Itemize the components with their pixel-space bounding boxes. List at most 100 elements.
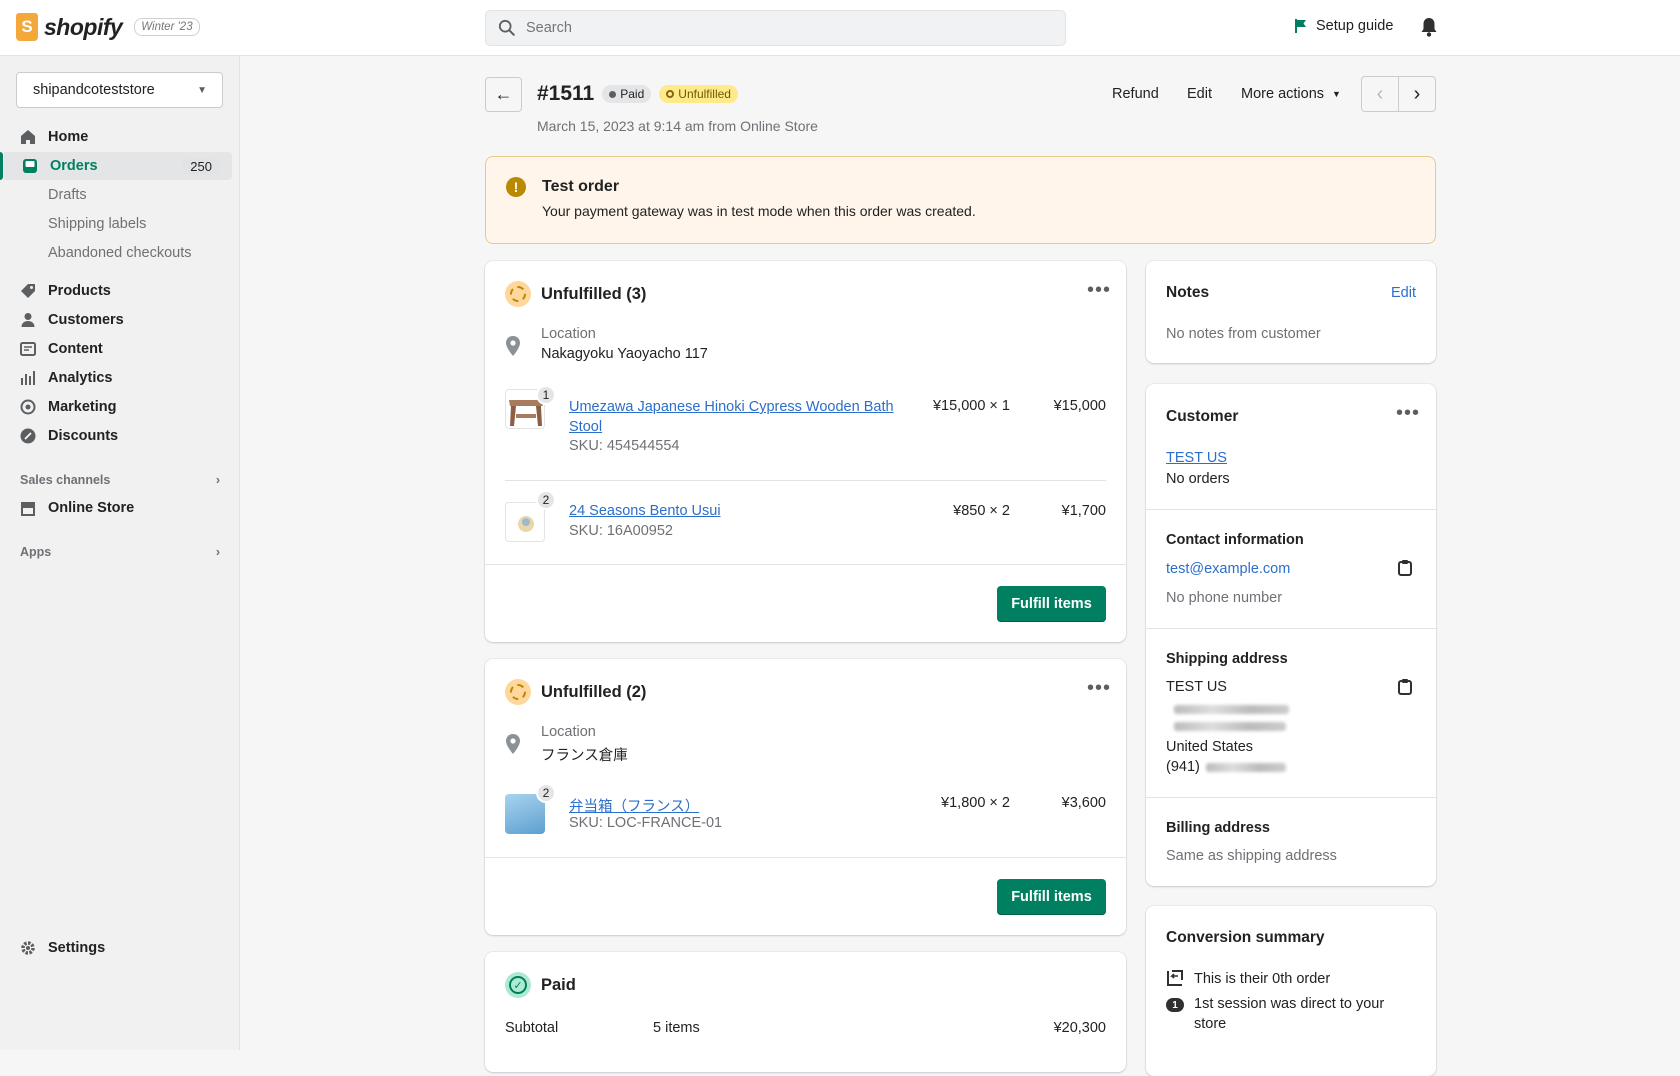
sidebar-item-shipping-labels[interactable]: Shipping labels (0, 210, 232, 238)
line-total: ¥15,000 (1053, 398, 1106, 414)
location-pin-icon (506, 336, 520, 356)
unit-price: ¥1,800 × 2 (941, 795, 1010, 811)
product-link[interactable]: 弁当箱（フランス） (569, 799, 700, 815)
sidebar-item-label: Analytics (48, 370, 113, 386)
product-link[interactable]: 24 Seasons Bento Usui (569, 503, 721, 519)
divider (1146, 628, 1436, 629)
sidebar-item-abandoned-checkouts[interactable]: Abandoned checkouts (0, 239, 232, 267)
copy-address-icon[interactable] (1398, 678, 1412, 699)
sidebar-item-label: Home (48, 129, 89, 145)
section-label: Sales channels (20, 473, 111, 487)
product-sku: SKU: LOC-FRANCE-01 (569, 815, 723, 831)
sidebar-item-content[interactable]: Content (0, 335, 232, 363)
conversion-line: This is their 0th order (1194, 971, 1331, 987)
location-value: フランス倉庫 (541, 748, 628, 764)
edit-button[interactable]: Edit (1187, 86, 1212, 102)
section-title: Shipping address (1166, 651, 1288, 667)
setup-guide-button[interactable]: Setup guide (1293, 18, 1393, 34)
store-name: shipandcoteststore (33, 82, 155, 98)
subtotal-value: ¥20,300 (1053, 1020, 1106, 1036)
copy-email-icon[interactable] (1398, 559, 1412, 580)
section-title: Contact information (1166, 532, 1304, 548)
previous-order-button[interactable]: ‹ (1362, 77, 1399, 111)
notifications-bell-icon[interactable] (1420, 16, 1438, 42)
sidebar-item-settings[interactable]: Settings (0, 934, 232, 962)
sidebar-item-products[interactable]: Products (0, 277, 232, 305)
shopify-logo[interactable]: S shopify Winter '23 (16, 13, 200, 41)
customer-phone: No phone number (1166, 590, 1283, 606)
more-options-icon[interactable]: ••• (1087, 279, 1112, 301)
brand-wordmark: shopify (44, 13, 123, 40)
product-thumbnail[interactable] (505, 794, 545, 834)
shipping-phone: (941) (1166, 759, 1286, 775)
divider (485, 564, 1126, 565)
unit-price: ¥15,000 × 1 (932, 398, 1010, 414)
flag-icon (1295, 19, 1306, 33)
store-selector[interactable]: shipandcoteststore ▼ (16, 72, 223, 108)
section-title: Billing address (1166, 820, 1270, 836)
shipping-name: TEST US (1166, 679, 1227, 695)
product-thumbnail[interactable] (505, 502, 545, 542)
sidebar-item-orders[interactable]: Orders 250 (4, 152, 232, 180)
fulfill-items-button[interactable]: Fulfill items (997, 879, 1106, 915)
sales-channels-header[interactable]: Sales channels › (20, 473, 220, 487)
apps-header[interactable]: Apps › (20, 545, 220, 559)
subtotal-label: Subtotal (505, 1020, 559, 1036)
more-actions-button[interactable]: More actions ▼ (1241, 86, 1341, 102)
unfulfilled-icon (505, 679, 531, 705)
top-bar: S shopify Winter '23 Setup guide (0, 0, 1680, 56)
content-icon (20, 341, 36, 357)
banner-text: Your payment gateway was in test mode wh… (542, 203, 976, 219)
more-actions-label: More actions (1241, 86, 1325, 102)
shipping-country: United States (1166, 739, 1254, 755)
discount-icon (20, 428, 36, 444)
sidebar-item-drafts[interactable]: Drafts (0, 181, 232, 209)
sidebar-item-marketing[interactable]: Marketing (0, 393, 232, 421)
fulfill-items-button[interactable]: Fulfill items (997, 586, 1106, 622)
payment-card: ✓ Paid Subtotal 5 items ¥20,300 (485, 952, 1126, 1072)
caret-down-icon: ▼ (1332, 89, 1341, 99)
tag-icon (20, 283, 36, 299)
sidebar-item-label: Orders (50, 158, 98, 174)
sidebar-item-analytics[interactable]: Analytics (0, 364, 232, 392)
chevron-right-icon: › (215, 473, 220, 487)
refund-button[interactable]: Refund (1112, 86, 1159, 102)
sidebar-item-customers[interactable]: Customers (0, 306, 232, 334)
search-icon (498, 19, 515, 36)
product-sku: SKU: 454544554 (569, 438, 680, 454)
customer-card: Customer ••• TEST US No orders Contact i… (1146, 384, 1436, 886)
unfulfilled-icon (505, 281, 531, 307)
search-bar[interactable] (485, 10, 1066, 46)
line-total: ¥3,600 (1061, 795, 1106, 811)
sidebar-item-label: Online Store (48, 500, 135, 516)
home-icon (20, 129, 36, 145)
bar-chart-icon (20, 370, 36, 386)
product-link[interactable]: Umezawa Japanese Hinoki Cypress Wooden B… (569, 399, 894, 435)
back-button[interactable]: ← (485, 77, 522, 112)
conversion-line: 1st session was direct to your store (1194, 996, 1385, 1032)
sidebar-item-discounts[interactable]: Discounts (0, 422, 232, 450)
order-pagination: ‹ › (1361, 76, 1436, 112)
active-indicator (0, 152, 3, 180)
sidebar-item-home[interactable]: Home (0, 123, 232, 151)
gear-icon (20, 940, 36, 956)
quantity-badge: 2 (536, 490, 556, 510)
more-options-icon[interactable]: ••• (1087, 677, 1112, 699)
search-input[interactable] (526, 20, 1037, 36)
chevron-right-icon: › (1413, 82, 1421, 105)
edit-notes-link[interactable]: Edit (1391, 285, 1416, 301)
customer-email-link[interactable]: test@example.com (1166, 561, 1291, 577)
more-options-icon[interactable]: ••• (1396, 402, 1421, 424)
unit-price: ¥850 × 2 (953, 503, 1010, 519)
next-order-button[interactable]: › (1399, 77, 1435, 111)
unfulfilled-card: Unfulfilled (3) ••• Location Nakagyoku Y… (485, 261, 1126, 642)
subtotal-items: 5 items (653, 1020, 700, 1036)
section-label: Apps (20, 545, 52, 559)
billing-text: Same as shipping address (1166, 848, 1337, 864)
sidebar-item-online-store[interactable]: Online Store (0, 494, 232, 522)
page-title: #1511 (537, 82, 595, 105)
caret-down-icon: ▼ (197, 84, 207, 96)
paid-status-badge: Paid (602, 85, 652, 103)
customer-name-link[interactable]: TEST US (1166, 450, 1227, 466)
banner-title: Test order (542, 178, 620, 195)
